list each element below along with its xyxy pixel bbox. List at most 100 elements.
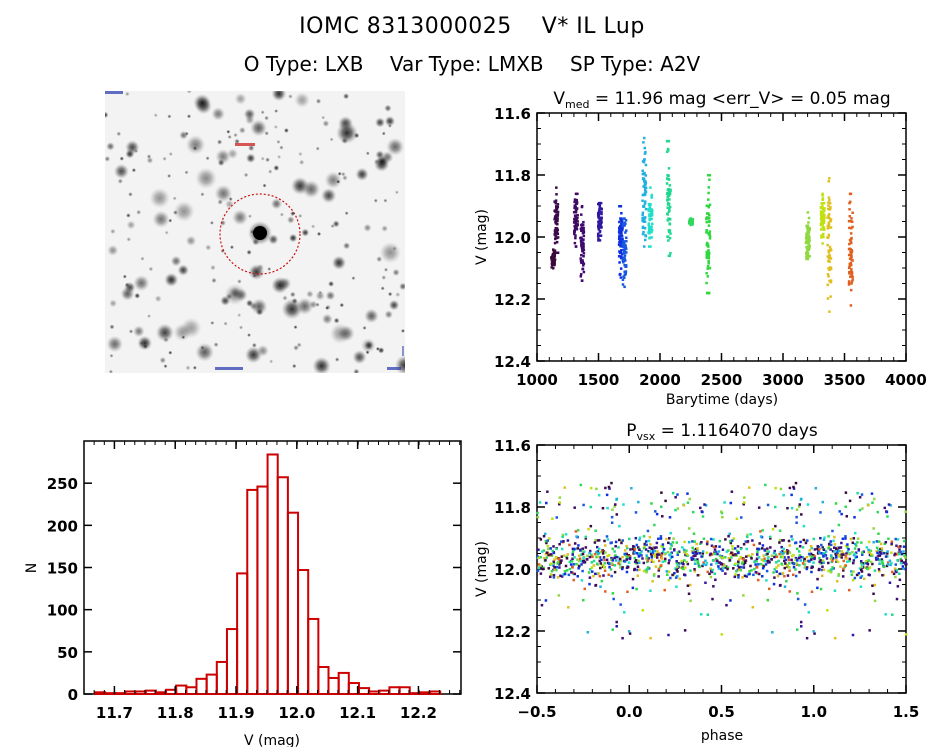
star	[152, 210, 170, 228]
data-point	[737, 561, 740, 565]
data-point	[641, 216, 644, 220]
data-point	[879, 547, 882, 551]
data-point	[576, 558, 579, 561]
star	[302, 180, 321, 199]
data-point	[582, 270, 586, 274]
data-point	[563, 486, 567, 489]
data-point	[790, 506, 794, 510]
data-point	[813, 548, 817, 551]
star	[167, 173, 172, 178]
star	[375, 150, 385, 160]
data-point	[575, 223, 579, 226]
star	[315, 98, 322, 104]
data-point	[555, 565, 559, 569]
star	[195, 342, 215, 362]
data-point	[848, 270, 851, 274]
data-point	[549, 562, 553, 566]
data-point	[581, 569, 584, 573]
data-point	[623, 552, 627, 556]
finder-chart-image	[105, 91, 405, 373]
data-point	[687, 592, 691, 596]
data-point	[882, 573, 886, 577]
data-point	[610, 574, 613, 578]
data-point	[549, 575, 552, 579]
data-point	[697, 562, 700, 565]
finder-chart-svg	[105, 91, 405, 373]
data-point	[756, 550, 759, 553]
star	[220, 295, 231, 306]
data-point	[688, 497, 692, 501]
data-point	[583, 550, 586, 553]
data-point	[606, 554, 609, 558]
data-point	[564, 533, 568, 536]
data-point	[590, 553, 593, 556]
data-point	[844, 553, 848, 557]
data-point	[667, 633, 670, 637]
data-point	[677, 562, 681, 565]
data-point	[781, 572, 785, 575]
data-point	[803, 603, 807, 606]
data-point	[821, 194, 824, 197]
data-point	[692, 554, 696, 558]
data-point	[561, 535, 564, 539]
data-point	[601, 563, 604, 567]
data-point	[574, 218, 578, 221]
data-point	[854, 556, 857, 560]
data-point	[623, 251, 626, 254]
data-point	[644, 183, 647, 186]
figure-subtitle: O Type: LXB Var Type: LMXB SP Type: A2V	[0, 52, 944, 76]
data-point	[870, 553, 873, 556]
data-point	[852, 553, 856, 557]
star	[229, 245, 234, 250]
data-point	[611, 559, 615, 562]
y-tick-label: 12.2	[494, 291, 531, 309]
data-point	[540, 603, 544, 607]
data-point	[878, 554, 882, 557]
data-point	[749, 555, 753, 559]
data-point	[713, 572, 716, 576]
data-point	[561, 533, 565, 537]
data-point	[634, 536, 638, 540]
data-point	[573, 230, 576, 233]
data-point	[843, 565, 846, 569]
data-point	[580, 246, 584, 249]
data-point	[670, 555, 674, 559]
star	[168, 151, 173, 157]
data-point	[796, 597, 800, 601]
data-point	[765, 559, 769, 563]
data-point	[719, 562, 723, 565]
x-tick-label: 12.2	[400, 704, 437, 722]
data-point	[582, 220, 585, 224]
data-point	[653, 555, 656, 558]
data-point	[625, 566, 629, 570]
data-point	[716, 552, 719, 556]
data-point	[553, 558, 556, 561]
star	[162, 156, 167, 162]
data-point	[605, 558, 609, 562]
data-point	[822, 217, 826, 220]
data-point	[839, 546, 843, 549]
light-curve-ticks: 1000 1500 2000 2500 3000 3500 400011.611.812.0…	[494, 105, 927, 389]
star	[164, 272, 179, 287]
data-point	[618, 236, 621, 239]
data-point	[733, 547, 737, 550]
y-tick-label: 11.6	[494, 437, 531, 455]
data-point	[873, 497, 876, 501]
data-point	[579, 273, 583, 276]
target-circle-marker	[219, 193, 301, 275]
star	[126, 220, 136, 230]
data-point	[704, 559, 707, 563]
data-point	[684, 550, 687, 553]
data-point	[653, 510, 657, 513]
data-point	[685, 554, 689, 558]
star	[214, 184, 233, 203]
data-point	[737, 551, 740, 555]
data-point	[790, 558, 793, 562]
data-point	[829, 218, 833, 221]
data-point	[613, 556, 616, 560]
data-point	[764, 563, 768, 566]
data-point	[764, 483, 767, 487]
star	[168, 350, 173, 355]
data-point	[541, 567, 545, 571]
data-point	[584, 546, 588, 549]
